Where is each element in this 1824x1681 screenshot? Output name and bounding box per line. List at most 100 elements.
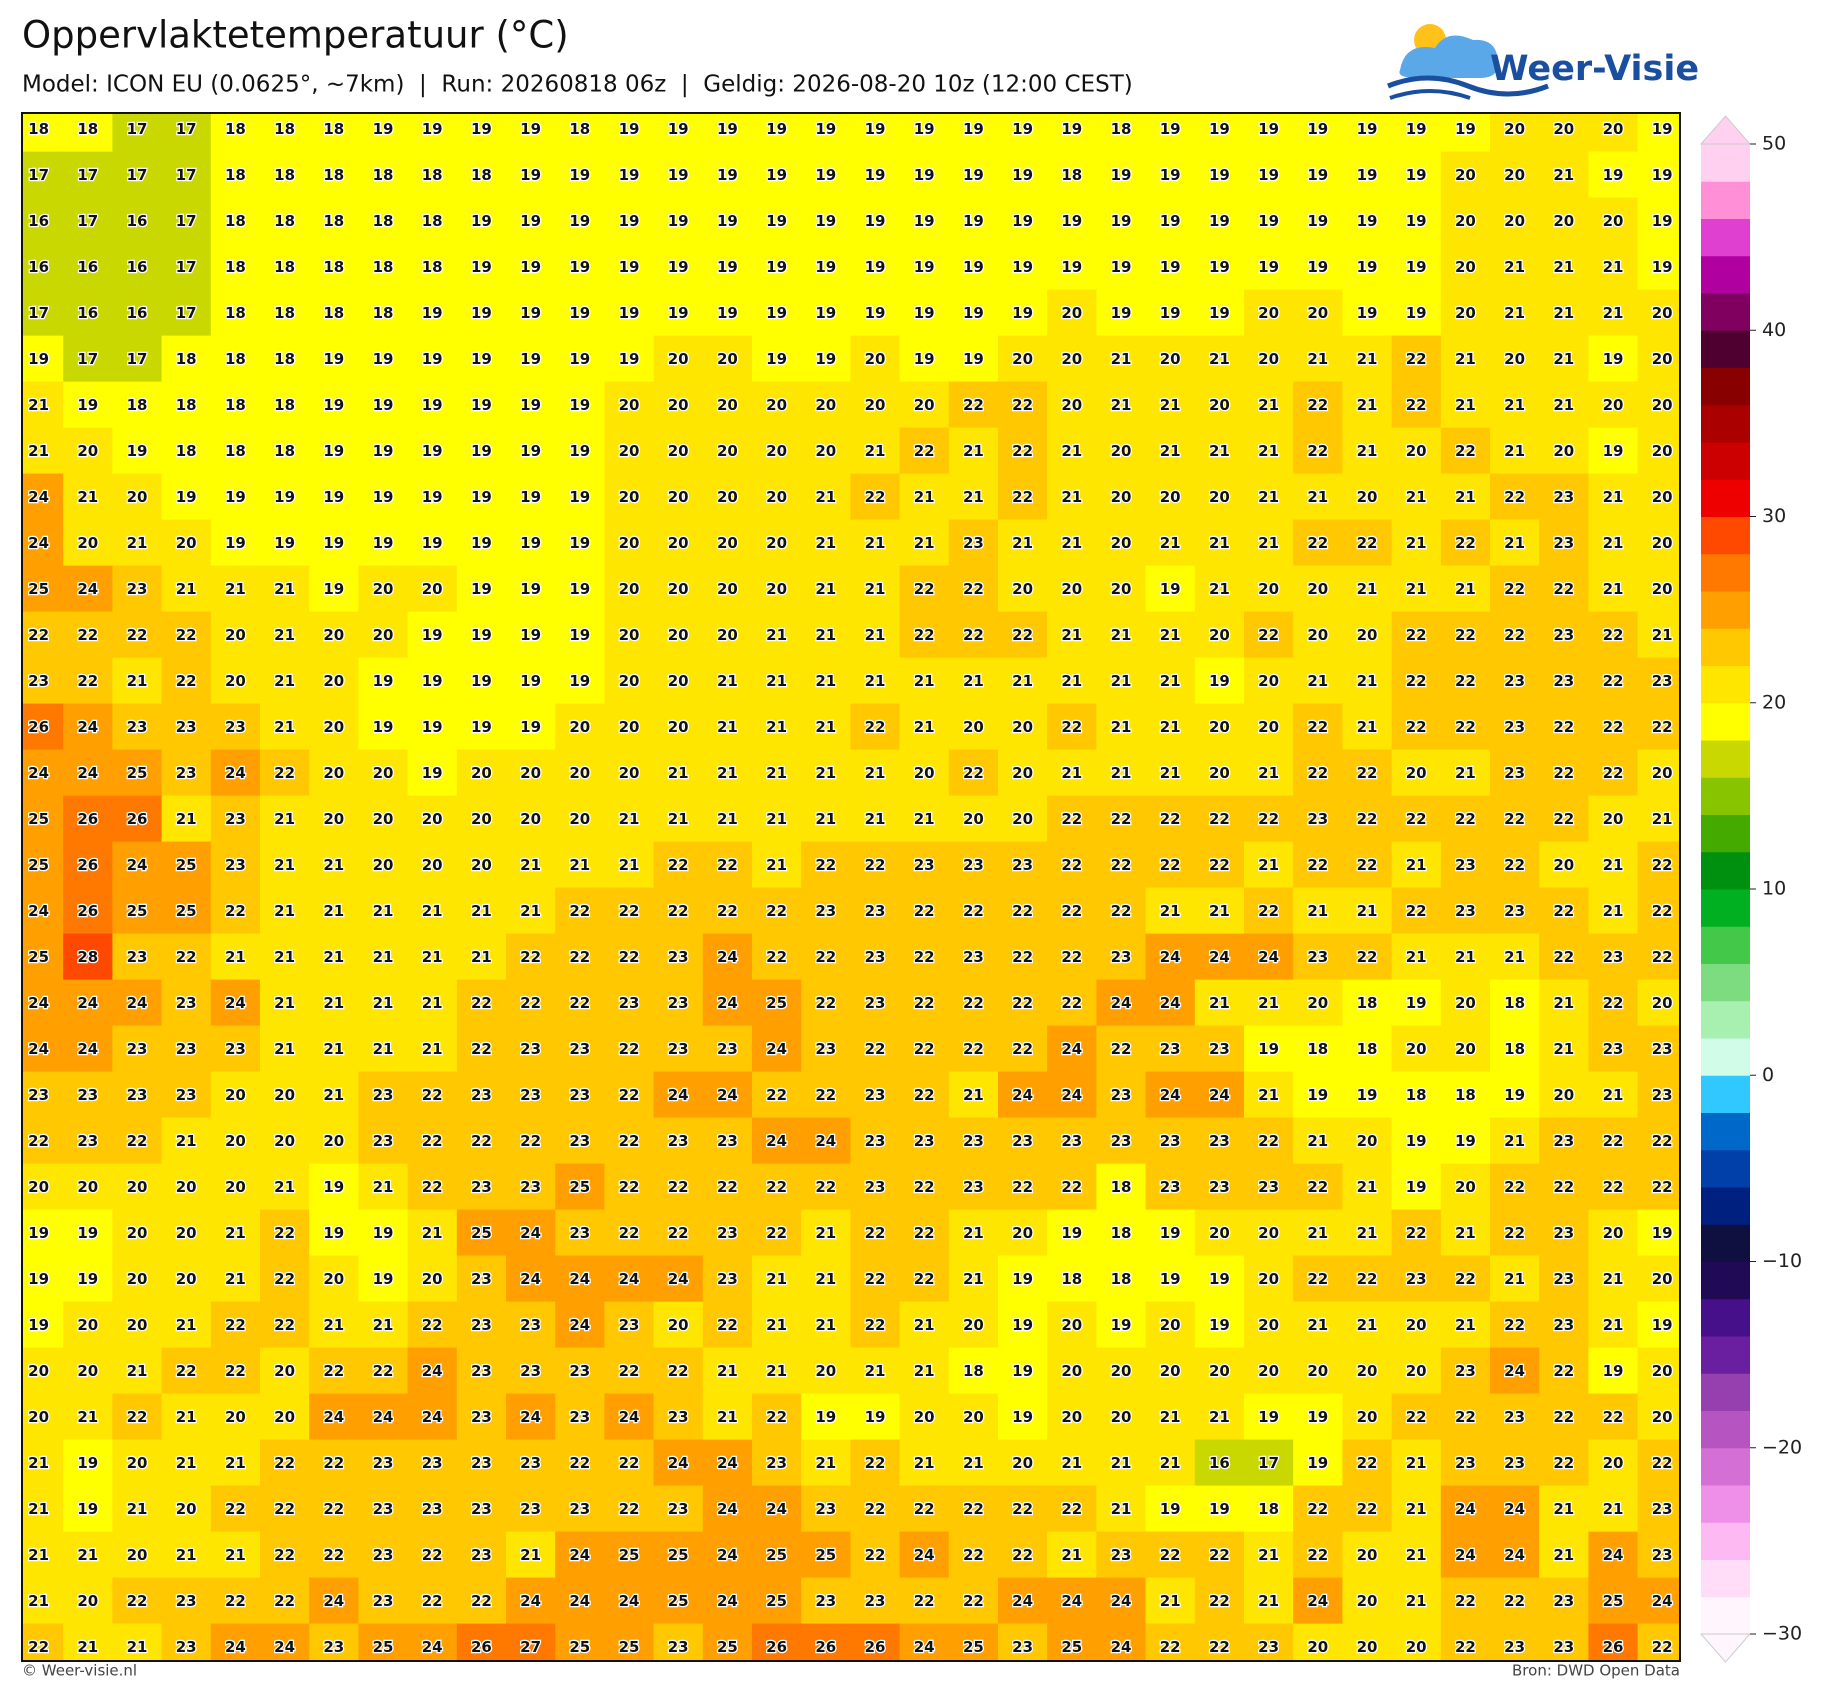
temp-label: 24: [1603, 1546, 1624, 1564]
temp-label: 21: [1111, 396, 1132, 414]
temp-label: 19: [1012, 1316, 1033, 1334]
temp-label: 20: [766, 534, 787, 552]
temp-label: 22: [1455, 810, 1476, 828]
temp-cell: [407, 473, 458, 521]
temp-cell: [407, 1071, 458, 1119]
temp-label: 24: [619, 1408, 640, 1426]
temp-cell: [506, 749, 556, 797]
temp-label: 21: [865, 1362, 886, 1380]
temp-label: 23: [766, 1454, 787, 1472]
temp-label: 18: [225, 304, 246, 322]
temp-label: 24: [422, 1638, 443, 1656]
temp-label: 20: [1455, 1040, 1476, 1058]
temp-label: 23: [471, 1178, 492, 1196]
temp-label: 24: [1061, 1592, 1082, 1610]
temp-label: 19: [619, 212, 640, 230]
temp-label: 23: [28, 1086, 49, 1104]
temp-cell: [1391, 841, 1442, 889]
temp-label: 19: [520, 396, 541, 414]
temp-cell: [1244, 887, 1294, 935]
temp-cell: [1539, 933, 1589, 981]
temp-label: 20: [225, 1178, 246, 1196]
temp-label: 22: [1455, 534, 1476, 552]
temp-cell: [1391, 1071, 1442, 1119]
temp-cell: [22, 887, 64, 935]
temp-label: 20: [1652, 488, 1673, 506]
temp-label: 21: [1012, 534, 1033, 552]
temp-label: 22: [1603, 764, 1624, 782]
temp-cell: [161, 933, 212, 981]
temp-label: 20: [1603, 1454, 1624, 1472]
temp-cell: [752, 151, 802, 199]
temp-label: 22: [1603, 1178, 1624, 1196]
temp-cell: [555, 151, 605, 199]
temp-cell: [260, 657, 310, 705]
temp-cell: [260, 381, 310, 429]
colorbar-bin: [1701, 255, 1750, 294]
temp-label: 20: [1504, 350, 1525, 368]
temp-label: 21: [963, 488, 984, 506]
temp-cell: [260, 749, 310, 797]
temp-cell: [1637, 795, 1680, 843]
temp-label: 20: [619, 764, 640, 782]
temp-cell: [702, 703, 753, 751]
temp-label: 20: [1111, 1408, 1132, 1426]
temp-cell: [1293, 979, 1343, 1027]
temp-label: 17: [127, 120, 148, 138]
temp-cell: [1244, 473, 1294, 521]
temp-cell: [358, 519, 409, 567]
temp-cell: [899, 933, 950, 981]
temp-label: 23: [373, 1500, 394, 1518]
temp-label: 21: [274, 948, 295, 966]
temp-label: 22: [1357, 948, 1378, 966]
temp-cell: [309, 427, 359, 475]
colorbar-bin: [1701, 330, 1750, 368]
temp-cell: [260, 611, 310, 659]
temp-cell: [1637, 197, 1680, 245]
temp-label: 20: [668, 534, 689, 552]
temp-label: 21: [815, 580, 836, 598]
temp-label: 19: [569, 166, 590, 184]
temp-label: 22: [1603, 1132, 1624, 1150]
temp-label: 18: [274, 120, 295, 138]
temp-label: 22: [1258, 626, 1279, 644]
temp-label: 22: [1455, 1592, 1476, 1610]
temp-cell: [899, 841, 950, 889]
temp-cell: [506, 381, 556, 429]
temp-cell: [1342, 197, 1393, 245]
temp-cell: [1539, 1071, 1589, 1119]
temp-cell: [1342, 933, 1393, 981]
temp-label: 21: [1455, 764, 1476, 782]
temp-cell: [653, 841, 704, 889]
temp-label: 21: [815, 1316, 836, 1334]
temp-label: 19: [323, 350, 344, 368]
logo-wave: [1389, 89, 1471, 100]
temp-label: 23: [1209, 1040, 1230, 1058]
temp-label: 18: [323, 258, 344, 276]
temp-cell: [260, 519, 310, 567]
temp-label: 23: [668, 948, 689, 966]
temp-cell: [850, 427, 901, 475]
temp-label: 23: [373, 1546, 394, 1564]
temp-label: 23: [1504, 718, 1525, 736]
temp-cell: [161, 841, 212, 889]
temp-cell: [1293, 519, 1343, 567]
temp-label: 20: [176, 1178, 197, 1196]
temp-label: 22: [619, 1500, 640, 1518]
temp-cell: [948, 657, 999, 705]
temp-label: 19: [28, 350, 49, 368]
temp-label: 22: [1455, 672, 1476, 690]
temp-label: 19: [914, 304, 935, 322]
temp-cell: [555, 933, 605, 981]
temp-label: 24: [815, 1132, 836, 1150]
footer-right: Bron: DWD Open Data: [1512, 1662, 1680, 1680]
colorbar-bin: [1701, 665, 1750, 704]
temp-cell: [22, 151, 64, 199]
temp-label: 21: [914, 488, 935, 506]
temp-label: 25: [28, 856, 49, 874]
temp-label: 21: [766, 764, 787, 782]
temp-label: 19: [963, 350, 984, 368]
temp-label: 22: [1061, 902, 1082, 920]
temp-label: 20: [1061, 304, 1082, 322]
temp-cell: [1342, 113, 1393, 153]
